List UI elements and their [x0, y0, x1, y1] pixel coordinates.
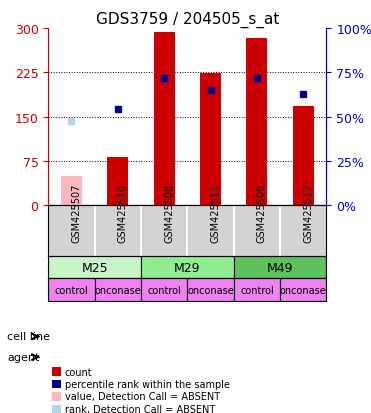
- Text: GSM425507: GSM425507: [72, 183, 81, 243]
- Text: M25: M25: [81, 261, 108, 274]
- FancyBboxPatch shape: [234, 279, 280, 301]
- Bar: [107, 157, 128, 206]
- Text: GSM425508: GSM425508: [164, 184, 174, 243]
- Bar: [200, 74, 221, 206]
- Text: count: count: [65, 367, 92, 377]
- Bar: [246, 39, 267, 206]
- FancyBboxPatch shape: [234, 256, 326, 279]
- Text: GSM425511: GSM425511: [211, 184, 220, 243]
- Text: M49: M49: [267, 261, 293, 274]
- Bar: [52, 405, 61, 413]
- FancyBboxPatch shape: [141, 279, 187, 301]
- Text: control: control: [55, 285, 88, 295]
- FancyBboxPatch shape: [187, 279, 234, 301]
- Title: GDS3759 / 204505_s_at: GDS3759 / 204505_s_at: [96, 12, 279, 28]
- Text: GSM425512: GSM425512: [303, 183, 313, 243]
- Text: M29: M29: [174, 261, 201, 274]
- Text: onconase: onconase: [187, 285, 234, 295]
- Bar: [154, 33, 175, 206]
- Text: GSM425509: GSM425509: [257, 184, 267, 243]
- Text: rank, Detection Call = ABSENT: rank, Detection Call = ABSENT: [65, 404, 215, 413]
- Text: onconase: onconase: [280, 285, 327, 295]
- Text: onconase: onconase: [94, 285, 141, 295]
- Text: agent: agent: [7, 352, 40, 362]
- FancyBboxPatch shape: [95, 279, 141, 301]
- Bar: [293, 107, 314, 206]
- Text: control: control: [240, 285, 274, 295]
- Text: control: control: [147, 285, 181, 295]
- Bar: [52, 380, 61, 388]
- Bar: [52, 368, 61, 376]
- Bar: [52, 392, 61, 401]
- Text: value, Detection Call = ABSENT: value, Detection Call = ABSENT: [65, 392, 220, 401]
- Text: percentile rank within the sample: percentile rank within the sample: [65, 379, 230, 389]
- FancyBboxPatch shape: [48, 256, 141, 279]
- FancyBboxPatch shape: [141, 256, 234, 279]
- Text: cell line: cell line: [7, 332, 50, 342]
- Text: GSM425510: GSM425510: [118, 184, 128, 243]
- FancyBboxPatch shape: [280, 279, 326, 301]
- Bar: [61, 176, 82, 206]
- FancyBboxPatch shape: [48, 279, 95, 301]
